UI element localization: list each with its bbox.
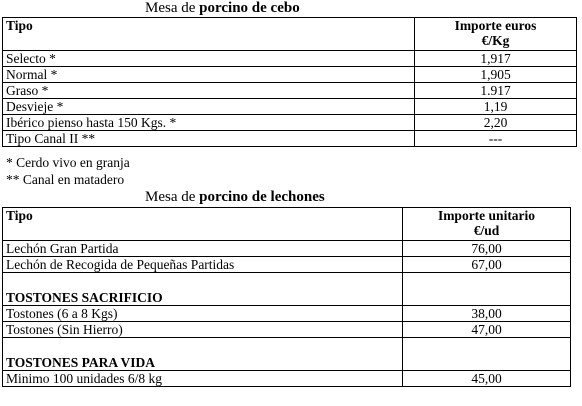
table-row: Normal * 1,905 — [2, 66, 577, 83]
lechones-table: Tipo Importe unitario €/ud Lechón Gran P… — [2, 207, 571, 387]
lechones-caption: Mesa de porcino de lechones — [145, 189, 325, 206]
lechones-importe-cell: 38,00 — [402, 305, 571, 322]
cebo-header-importe: Importe euros €/Kg — [414, 17, 577, 51]
cebo-importe-cell: 2,20 — [414, 114, 577, 131]
lechones-importe-cell: 45,00 — [402, 370, 571, 387]
cebo-importe-cell: 1.917 — [414, 82, 577, 99]
section-row: TOSTONES SACRIFICIO — [2, 272, 571, 306]
lechones-header-tipo: Tipo — [2, 207, 403, 241]
cebo-caption-prefix: Mesa de — [145, 0, 200, 16]
cebo-importe-cell: 1,905 — [414, 66, 577, 83]
lechones-header-row: Tipo Importe unitario €/ud — [2, 207, 571, 241]
table-row: Tipo Canal II ** --- — [2, 130, 577, 147]
cebo-importe-cell: 1,19 — [414, 98, 577, 115]
section-empty-cell — [402, 272, 571, 306]
lechones-header-importe-line2: €/ud — [473, 223, 500, 238]
lechones-importe-cell: 47,00 — [402, 321, 571, 338]
cebo-tipo-cell: Ibérico pienso hasta 150 Kgs. * — [2, 114, 415, 131]
table-row: Minimo 100 unidades 6/8 kg 45,00 — [2, 370, 571, 387]
cebo-caption-bold: porcino de cebo — [199, 0, 300, 16]
table-row: Lechón de Recogida de Pequeñas Partidas … — [2, 256, 571, 273]
lechones-tipo-cell: Lechón de Recogida de Pequeñas Partidas — [2, 256, 403, 273]
cebo-header-importe-line2: €/Kg — [481, 33, 510, 48]
lechones-header-importe-line1: Importe unitario — [437, 208, 536, 224]
table-row: Lechón Gran Partida 76,00 — [2, 240, 571, 257]
section-empty-cell — [402, 337, 571, 371]
table-row: Tostones (Sin Hierro) 47,00 — [2, 321, 571, 338]
lechones-caption-bold: porcino de lechones — [199, 189, 325, 205]
section-row: TOSTONES PARA VIDA — [2, 337, 571, 371]
lechones-importe-cell: 76,00 — [402, 240, 571, 257]
lechones-tipo-cell: Tostones (Sin Hierro) — [2, 321, 403, 338]
cebo-importe-cell: --- — [414, 130, 577, 147]
cebo-importe-cell: 1,917 — [414, 50, 577, 67]
table-row: Desvieje * 1,19 — [2, 98, 577, 115]
lechones-importe-cell: 67,00 — [402, 256, 571, 273]
cebo-header-importe-line1: Importe euros — [454, 18, 537, 34]
cebo-header-tipo: Tipo — [2, 17, 415, 51]
cebo-tipo-cell: Tipo Canal II ** — [2, 130, 415, 147]
lechones-caption-prefix: Mesa de — [145, 189, 200, 205]
cebo-tipo-cell: Graso * — [2, 82, 415, 99]
cebo-header-row: Tipo Importe euros €/Kg — [2, 17, 577, 51]
lechones-tipo-cell: Tostones (6 a 8 Kgs) — [2, 305, 403, 322]
cebo-tipo-cell: Selecto * — [2, 50, 415, 67]
table-row: Tostones (6 a 8 Kgs) 38,00 — [2, 305, 571, 322]
section-tostones-vida: TOSTONES PARA VIDA — [2, 337, 403, 371]
lechones-tipo-cell: Minimo 100 unidades 6/8 kg — [2, 370, 403, 387]
cebo-note-canal: ** Canal en matadero — [6, 172, 125, 187]
cebo-tipo-cell: Desvieje * — [2, 98, 415, 115]
cebo-caption: Mesa de porcino de cebo — [145, 0, 300, 17]
cebo-tipo-cell: Normal * — [2, 66, 415, 83]
table-row: Graso * 1.917 — [2, 82, 577, 99]
table-row: Ibérico pienso hasta 150 Kgs. * 2,20 — [2, 114, 577, 131]
section-tostones-sacrificio: TOSTONES SACRIFICIO — [2, 272, 403, 306]
cebo-table: Tipo Importe euros €/Kg Selecto * 1,917 … — [2, 17, 577, 147]
table-row: Selecto * 1,917 — [2, 50, 577, 67]
lechones-tipo-cell: Lechón Gran Partida — [2, 240, 403, 257]
lechones-header-importe: Importe unitario €/ud — [402, 207, 571, 241]
cebo-note-vivo: * Cerdo vivo en granja — [6, 155, 130, 170]
